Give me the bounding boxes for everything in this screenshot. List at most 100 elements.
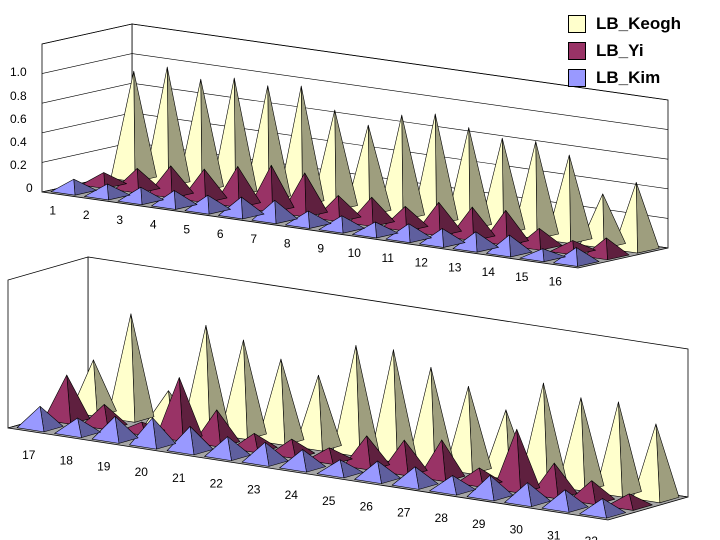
pyramid-front-face bbox=[549, 240, 575, 256]
pyramid-lb-keogh-21 bbox=[220, 339, 267, 440]
y-tick-label: 1.0 bbox=[10, 65, 27, 79]
y-tick-label: 0.6 bbox=[10, 112, 27, 126]
pyramid-lb-kim-27 bbox=[391, 466, 439, 490]
pyramid-lb-kim-25 bbox=[316, 459, 364, 479]
pyramid-lb-kim-16 bbox=[553, 247, 600, 267]
pyramid-lb-yi-20 bbox=[155, 377, 203, 442]
pyramid-front-face bbox=[541, 489, 570, 513]
y-tick-label: 0 bbox=[26, 181, 33, 195]
x-tick-label: 29 bbox=[472, 517, 486, 531]
pyramid-lb-keogh-26 bbox=[407, 366, 455, 469]
pyramid-front-face bbox=[257, 358, 286, 446]
pyramid-front-face bbox=[504, 482, 532, 507]
pyramid-lb-kim-22 bbox=[204, 436, 251, 461]
x-tick-label: 16 bbox=[549, 275, 563, 289]
pyramid-lb-yi-8 bbox=[315, 195, 362, 223]
x-tick-label: 10 bbox=[348, 246, 362, 260]
x-tick-label: 21 bbox=[172, 471, 186, 485]
pyramid-lb-kim-21 bbox=[166, 426, 214, 456]
legend-item-lb-keogh: LB_Keogh bbox=[568, 10, 714, 37]
legend-item-lb-yi: LB_Yi bbox=[568, 37, 714, 64]
chart-panel-top: 1 2 3 4 5 6 7 8 9 10 11 12 13 14 15 16 bbox=[41, 23, 669, 289]
x-tick-label: 14 bbox=[482, 265, 496, 279]
x-tick-label: 13 bbox=[448, 260, 462, 274]
x-tick-label: 20 bbox=[135, 465, 149, 479]
x-tick-label: 32 bbox=[585, 534, 599, 540]
pyramid-lb-kim-18 bbox=[54, 417, 101, 438]
legend-swatch-lb-yi bbox=[568, 41, 586, 60]
gridline bbox=[41, 23, 669, 101]
y-tick-label: 0.2 bbox=[10, 158, 27, 172]
pyramid-lb-yi-9 bbox=[348, 196, 395, 227]
x-tick-label: 23 bbox=[247, 482, 261, 496]
pyramid-front-face bbox=[91, 416, 120, 444]
pyramid-lb-kim-1 bbox=[50, 178, 97, 196]
pyramid-lb-kim-7 bbox=[251, 200, 298, 224]
pyramid-front-face bbox=[519, 248, 545, 262]
chart-panel-bottom: 17 18 19 20 21 22 23 24 25 26 27 28 29 30 31 32 bbox=[7, 256, 689, 540]
pyramid-front-face bbox=[54, 417, 82, 438]
pyramid-front-face bbox=[218, 196, 243, 220]
pyramid-front-face bbox=[117, 186, 143, 205]
legend-label: LB_Keogh bbox=[596, 13, 681, 33]
pyramid-front-face bbox=[241, 442, 270, 467]
pyramid-lb-kim-23 bbox=[241, 442, 289, 467]
x-tick-label: 4 bbox=[150, 218, 157, 232]
pyramid-lb-yi-16 bbox=[583, 237, 630, 261]
x-tick-label: 22 bbox=[210, 477, 224, 491]
pyramid-lb-kim-20 bbox=[129, 417, 176, 450]
pyramid-lb-kim-31 bbox=[541, 489, 589, 513]
pyramid-lb-kim-14 bbox=[486, 234, 533, 258]
pyramid-lb-kim-6 bbox=[218, 196, 265, 220]
pyramid-front-face bbox=[316, 459, 345, 479]
pyramid-front-face bbox=[129, 417, 157, 450]
x-tick-label: 25 bbox=[322, 494, 336, 508]
pyramid-front-face bbox=[315, 195, 340, 223]
x-tick-label: 3 bbox=[116, 213, 123, 227]
x-tick-label: 2 bbox=[83, 208, 90, 222]
x-tick-label: 7 bbox=[250, 232, 257, 246]
pyramid-front-face bbox=[318, 215, 344, 234]
x-tick-label: 15 bbox=[515, 270, 529, 284]
pyramid-lb-kim-29 bbox=[466, 475, 514, 502]
pyramid-lb-kim-13 bbox=[452, 231, 499, 253]
pyramid-lb-kim-3 bbox=[117, 186, 164, 205]
pyramid-front-face bbox=[279, 449, 307, 473]
gridline bbox=[41, 53, 669, 130]
x-tick-label: 6 bbox=[217, 227, 224, 241]
pyramid-lb-kim-28 bbox=[429, 475, 476, 496]
pyramid-lb-keogh-1 bbox=[110, 70, 157, 183]
pyramid-lb-yi-30 bbox=[530, 462, 578, 500]
x-tick-label: 28 bbox=[435, 511, 449, 525]
pyramid-front-face bbox=[391, 466, 420, 490]
pyramid-lb-yi-29 bbox=[493, 428, 541, 494]
pyramid-front-face bbox=[382, 206, 407, 232]
legend-item-lb-kim: LB_Kim bbox=[568, 64, 714, 91]
pyramid-lb-kim-30 bbox=[504, 482, 551, 507]
pyramid-lb-keogh-24 bbox=[332, 345, 380, 458]
pyramid-front-face bbox=[50, 178, 76, 196]
pyramid-front-face bbox=[332, 345, 361, 458]
pyramid-front-face bbox=[80, 404, 109, 431]
x-tick-label: 17 bbox=[22, 448, 36, 462]
legend-swatch-lb-kim bbox=[568, 68, 586, 87]
y-tick-label: 0.8 bbox=[10, 89, 27, 103]
pyramid-lb-kim-15 bbox=[519, 248, 566, 262]
x-tick-label: 11 bbox=[382, 251, 395, 265]
x-tick-label: 5 bbox=[183, 222, 190, 236]
pyramid-front-face bbox=[114, 168, 139, 194]
pyramid-front-face bbox=[343, 435, 371, 471]
legend-label: LB_Yi bbox=[596, 40, 644, 60]
x-tick-label: 1 bbox=[49, 203, 56, 217]
pyramid-lb-yi-26 bbox=[380, 439, 428, 477]
x-tick-label: 19 bbox=[97, 459, 111, 473]
pyramid-front-face bbox=[110, 70, 136, 183]
y-tick-label: 0.4 bbox=[10, 135, 27, 149]
pyramid-front-face bbox=[348, 196, 374, 227]
x-tick-label: 9 bbox=[317, 241, 324, 255]
pyramid-lb-kim-10 bbox=[352, 221, 399, 239]
pyramid-front-face bbox=[204, 436, 232, 461]
pyramid-front-face bbox=[16, 406, 45, 433]
pyramid-front-face bbox=[452, 231, 478, 253]
